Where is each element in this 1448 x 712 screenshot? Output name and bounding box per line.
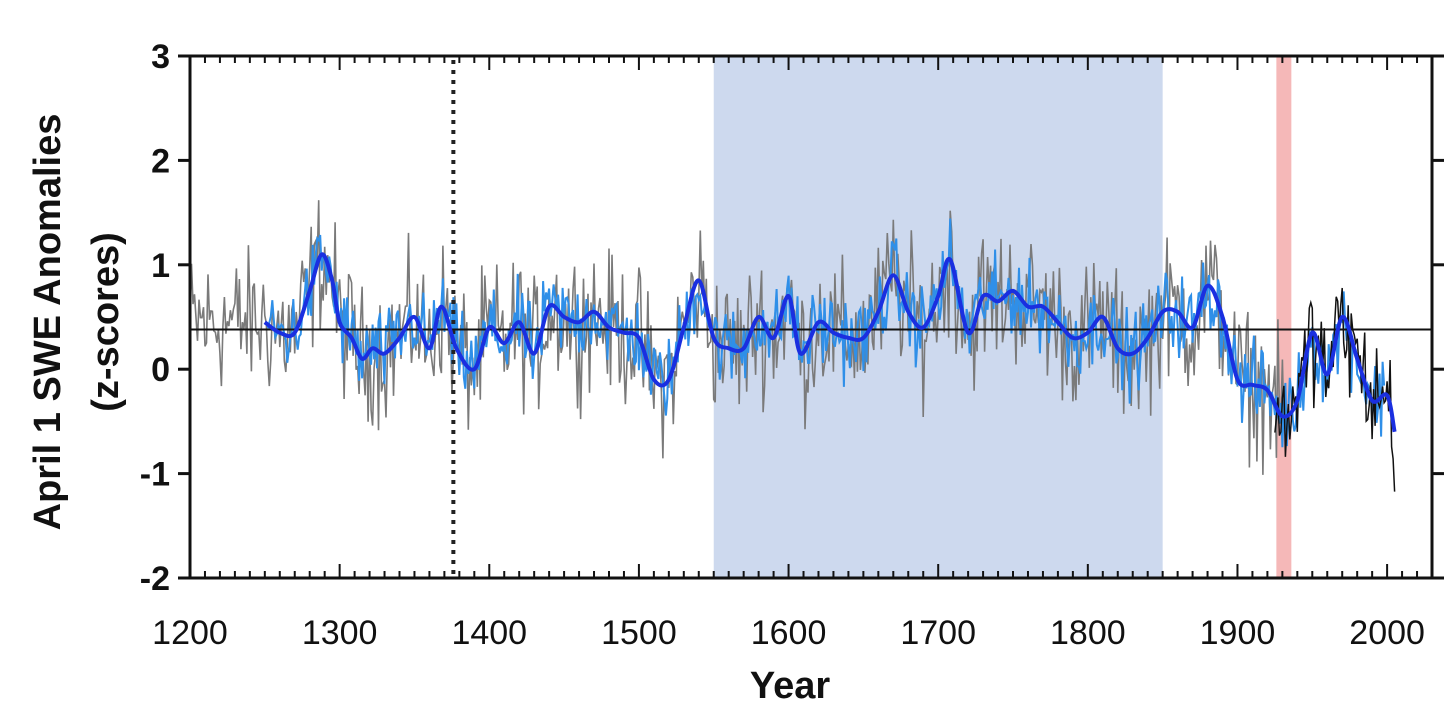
- y-tick-label: -2: [140, 560, 170, 598]
- y-tick-label: 0: [151, 351, 170, 389]
- x-tick-label: 1500: [601, 614, 677, 652]
- axis-tick-labels: 1200 1300 1400 1500 1600 1700 1800 1900 2000 -2 -1…: [140, 38, 1425, 652]
- x-tick-label: 1600: [751, 614, 827, 652]
- y-tick-label: 2: [151, 142, 170, 180]
- axis-ticks: [178, 54, 1444, 580]
- shaded-span-1: [1276, 56, 1292, 578]
- x-tick-label: 1900: [1200, 614, 1276, 652]
- plot-border: [188, 54, 1434, 580]
- x-tick-label: 1200: [152, 614, 228, 652]
- x-tick-label: 1700: [900, 614, 976, 652]
- y-axis-title-line2: (z-scores): [85, 232, 127, 412]
- smoothed-reconstruction-line: [263, 252, 1397, 433]
- plot-frame: [188, 54, 1434, 580]
- x-tick-label: 2000: [1349, 614, 1425, 652]
- y-tick-label: 1: [151, 247, 170, 285]
- y-axis-title-line1: April 1 SWE Anomalies: [27, 114, 69, 531]
- y-tick-label: 3: [151, 38, 170, 76]
- x-tick-label: 1400: [451, 614, 527, 652]
- x-axis-title: Year: [750, 665, 831, 707]
- x-tick-label: 1300: [302, 614, 378, 652]
- y-tick-label: -1: [140, 456, 170, 494]
- x-tick-label: 1800: [1050, 614, 1126, 652]
- smoothed-reconstruction-series: [263, 252, 1397, 433]
- raw-reconstruction-series: [189, 200, 1287, 475]
- raw-reconstruction-line: [189, 200, 1287, 475]
